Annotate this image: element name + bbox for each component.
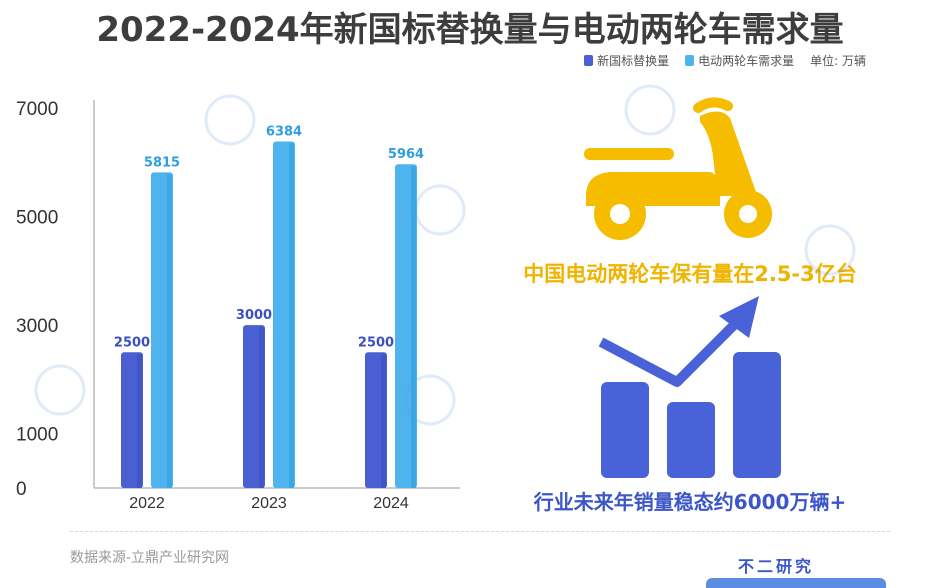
data-label: 5815 [144, 155, 180, 170]
footer-divider [70, 531, 890, 532]
brand-label: 不二研究 [738, 557, 815, 576]
data-label: 6384 [266, 124, 302, 139]
headline-ownership: 中国电动两轮车保有量在2.5-3亿台 [523, 262, 857, 286]
page-title: 2022-2024年新国标替换量与电动两轮车需求量 [96, 10, 844, 50]
x-tick-label: 2024 [373, 495, 409, 512]
legend-swatch-demand [685, 55, 695, 66]
bar-shade [259, 327, 264, 488]
y-tick-label: 1000 [16, 425, 58, 446]
chart-legend: 新国标替换量 电动两轮车需求量 单位: 万辆 [584, 52, 866, 69]
brand-bar [706, 578, 886, 588]
legend-swatch-replacement [584, 55, 594, 66]
data-label: 5964 [388, 147, 424, 162]
bar-chart: 0 1000 3000 5000 7000 2500 5815 2022 3000 6384 202… [16, 99, 460, 512]
bar-shade [167, 174, 172, 488]
y-tick-label: 7000 [16, 99, 58, 120]
legend-unit: 单位: 万辆 [810, 54, 866, 68]
bar-shade [289, 143, 294, 488]
bar-shade [137, 354, 142, 488]
source-note: 数据来源-立鼎产业研究网 [70, 550, 230, 566]
legend-label-demand: 电动两轮车需求量 [698, 54, 795, 68]
data-label: 2500 [114, 335, 150, 350]
legend-item-demand: 电动两轮车需求量 [685, 52, 794, 69]
legend-label-replacement: 新国标替换量 [597, 54, 670, 68]
growth-chart-icon [598, 296, 781, 478]
data-label: 2500 [358, 335, 394, 350]
x-tick-label: 2022 [129, 495, 165, 512]
bar-shade [381, 354, 386, 488]
y-tick-label: 0 [16, 479, 27, 500]
legend-item-replacement: 新国标替换量 [584, 52, 669, 69]
scooter-icon [584, 97, 772, 240]
y-tick-label: 5000 [16, 208, 58, 229]
y-tick-label: 3000 [16, 316, 58, 337]
data-label: 3000 [236, 308, 272, 323]
x-tick-label: 2023 [251, 495, 287, 512]
bar-shade [411, 166, 416, 488]
headline-sales: 行业未来年销量稳态约6000万辆+ [533, 490, 847, 514]
